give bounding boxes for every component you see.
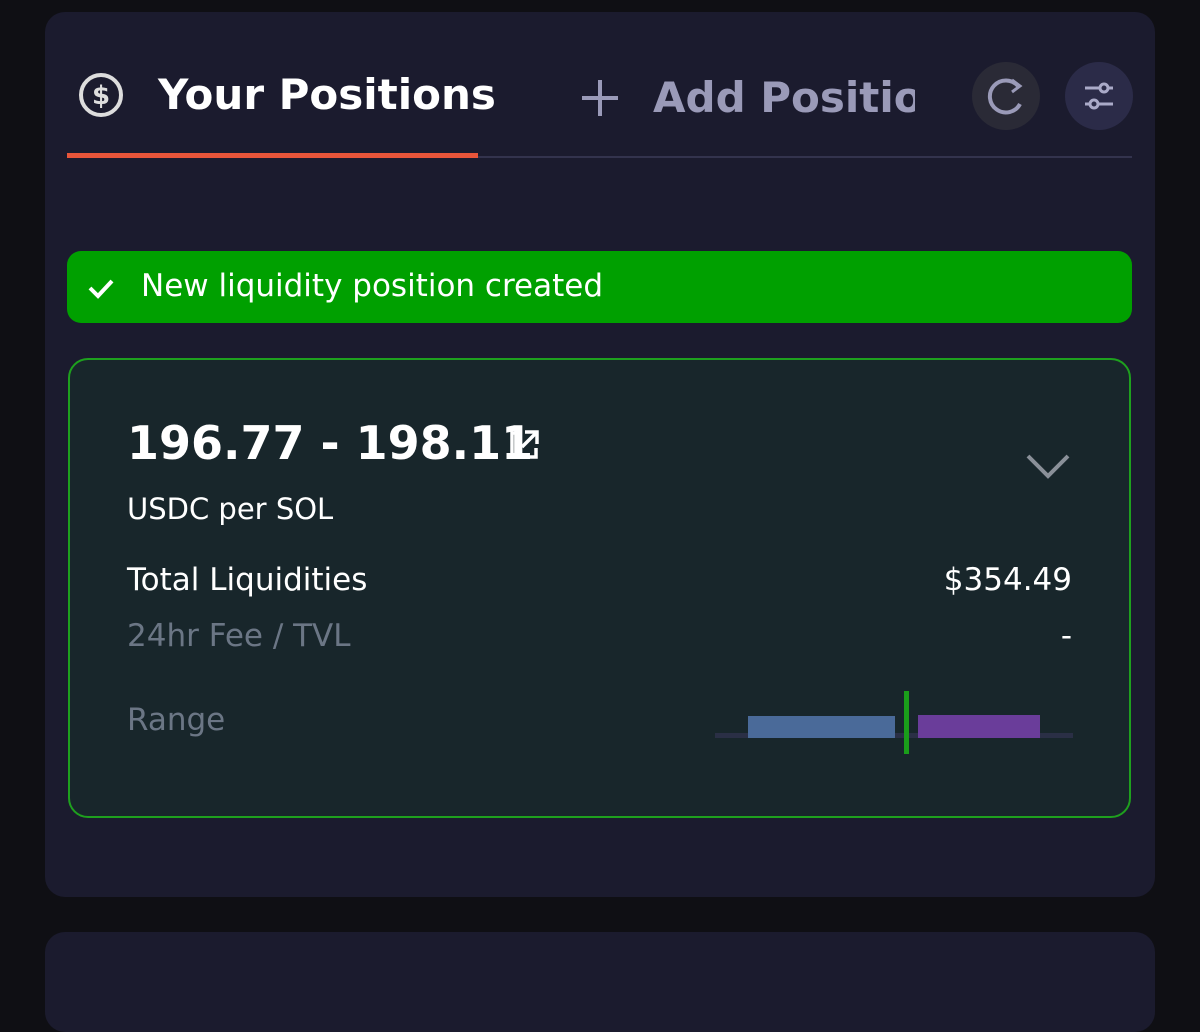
check-icon: [88, 279, 114, 299]
icons: $: [67, 62, 1133, 158]
row-value: -: [1060, 618, 1072, 654]
dollar-icon: $: [79, 73, 123, 117]
toast: [67, 251, 1132, 323]
settings-button[interactable]: [1065, 62, 1133, 130]
svg-text:$: $: [92, 81, 110, 111]
price-unit: USDC per SOL: [127, 492, 334, 526]
tab-add-position[interactable]: Add Position: [653, 77, 915, 119]
settings-icon: [1085, 82, 1113, 110]
external-link-icon[interactable]: [507, 428, 541, 462]
range-bar: [715, 691, 1073, 754]
page: $ Your Positions Add Position New liquid…: [45, 12, 1155, 1032]
plus-icon: [582, 80, 618, 116]
tab-your-positions[interactable]: Your Positions: [158, 70, 496, 119]
refresh-button[interactable]: [972, 62, 1040, 130]
active-tab-underline: [67, 153, 478, 158]
row-label: 24hr Fee / TVL: [127, 618, 351, 654]
row-value: $354.49: [943, 562, 1072, 598]
refresh-arrow: [1011, 78, 1023, 94]
refresh-icon: [987, 78, 1022, 115]
price-range: 196.77 - 198.11: [127, 416, 534, 470]
row-label: Total Liquidities: [127, 562, 368, 598]
position-card[interactable]: [68, 358, 1131, 818]
range-label: Range: [127, 702, 226, 738]
chevron-down[interactable]: [1024, 450, 1072, 482]
tab-divider: [478, 156, 1132, 158]
toast-message: New liquidity position created: [141, 268, 604, 304]
